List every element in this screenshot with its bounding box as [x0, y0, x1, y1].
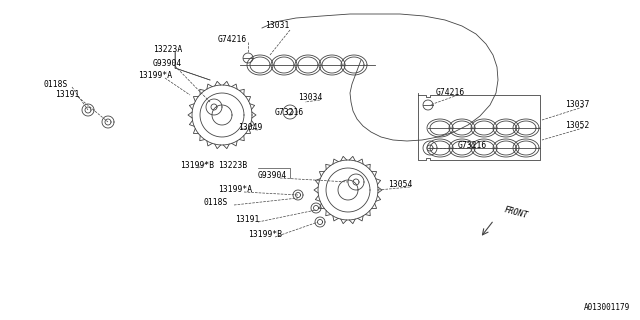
Text: 13054: 13054 [388, 180, 412, 189]
Text: A013001179: A013001179 [584, 303, 630, 312]
Text: 0118S: 0118S [204, 198, 228, 207]
Text: G73216: G73216 [275, 108, 304, 117]
Text: 13034: 13034 [298, 93, 323, 102]
Text: 13199*B: 13199*B [248, 230, 282, 239]
Text: 13199*B: 13199*B [180, 161, 214, 170]
Text: 13223B: 13223B [218, 161, 247, 170]
Text: 0118S: 0118S [44, 80, 68, 89]
Text: 13049: 13049 [238, 123, 262, 132]
Text: 13199*A: 13199*A [138, 71, 172, 80]
Text: G73216: G73216 [458, 141, 487, 150]
Text: 13037: 13037 [565, 100, 589, 109]
Text: 13199*A: 13199*A [218, 185, 252, 194]
Text: 13223A: 13223A [153, 45, 182, 54]
Text: FRONT: FRONT [503, 205, 529, 220]
Text: 13052: 13052 [565, 121, 589, 130]
Text: G93904: G93904 [258, 171, 287, 180]
Text: G74216: G74216 [218, 35, 247, 44]
Text: G74216: G74216 [436, 88, 465, 97]
Text: 13191: 13191 [235, 215, 259, 224]
Text: 13191: 13191 [55, 90, 79, 99]
Text: G93904: G93904 [153, 59, 182, 68]
Text: 13031: 13031 [265, 21, 289, 30]
